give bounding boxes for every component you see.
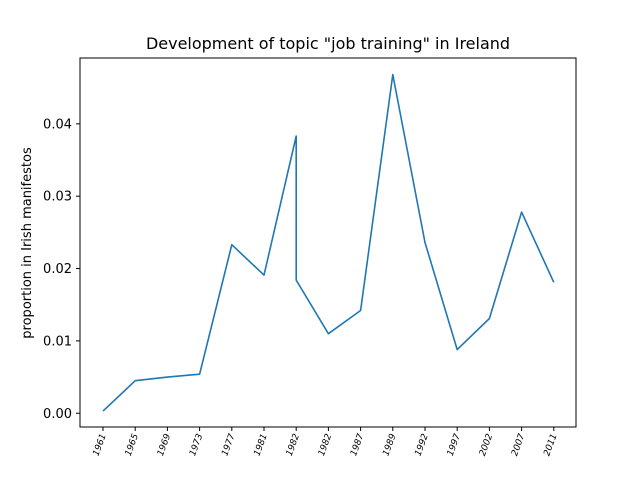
x-tick-label: 1965 <box>124 432 141 457</box>
y-tick-label: 0.01 <box>43 334 72 349</box>
x-tick-label: 1961 <box>92 433 109 458</box>
y-axis-label: proportion in Irish manifestos <box>20 147 35 339</box>
series-line <box>102 73 555 412</box>
x-tick-label: 1969 <box>156 432 173 457</box>
y-axis: 0.00 0.01 0.02 0.03 0.04 <box>43 117 80 422</box>
x-tick-label: 1989 <box>381 432 398 457</box>
x-tick-label: 1977 <box>220 432 237 457</box>
x-tick-label: 2011 <box>542 433 559 458</box>
x-axis: 1961 1965 1969 1973 1977 1981 1982 1982 1987 1989… <box>92 427 560 458</box>
x-tick-label: 1997 <box>446 432 463 457</box>
x-tick-label: 1982 <box>285 432 302 457</box>
chart-title: Development of topic "job training" in I… <box>146 34 510 53</box>
x-tick-label: 1987 <box>349 432 366 457</box>
x-tick-label: 1992 <box>414 432 431 457</box>
plot-area <box>79 57 577 428</box>
y-tick-label: 0.00 <box>43 407 72 422</box>
y-tick-label: 0.02 <box>43 262 72 277</box>
x-tick-label: 1982 <box>317 432 334 457</box>
x-tick-label: 1973 <box>188 432 205 457</box>
x-tick-label: 1981 <box>253 433 270 458</box>
x-tick-label: 2002 <box>478 432 495 457</box>
y-tick-label: 0.04 <box>43 117 72 132</box>
y-tick-label: 0.03 <box>43 190 72 205</box>
x-tick-label: 2007 <box>510 432 527 457</box>
